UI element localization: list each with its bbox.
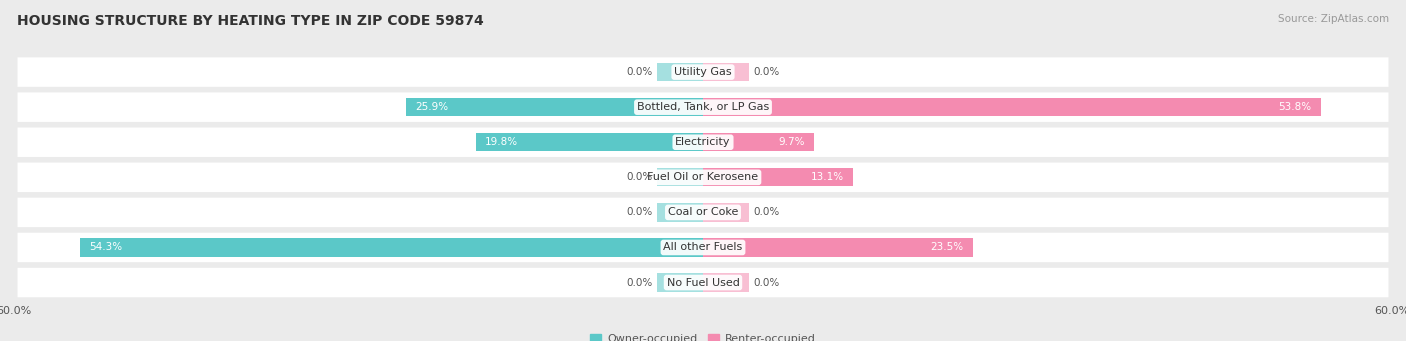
Bar <box>657 203 703 222</box>
FancyBboxPatch shape <box>17 198 1389 227</box>
Bar <box>703 203 749 222</box>
Bar <box>703 133 814 151</box>
Text: 0.0%: 0.0% <box>626 67 652 77</box>
Bar <box>657 168 703 187</box>
Bar <box>475 133 703 151</box>
Text: No Fuel Used: No Fuel Used <box>666 278 740 287</box>
Bar <box>703 63 749 81</box>
Text: 0.0%: 0.0% <box>754 207 780 218</box>
Bar <box>703 238 973 256</box>
Text: 25.9%: 25.9% <box>415 102 449 112</box>
Bar <box>703 273 749 292</box>
Text: Source: ZipAtlas.com: Source: ZipAtlas.com <box>1278 14 1389 24</box>
FancyBboxPatch shape <box>17 128 1389 157</box>
Text: 13.1%: 13.1% <box>811 172 844 182</box>
Text: 0.0%: 0.0% <box>754 67 780 77</box>
FancyBboxPatch shape <box>17 233 1389 262</box>
Text: 54.3%: 54.3% <box>89 242 122 252</box>
FancyBboxPatch shape <box>17 92 1389 122</box>
Text: 19.8%: 19.8% <box>485 137 517 147</box>
Text: 23.5%: 23.5% <box>931 242 963 252</box>
Text: Utility Gas: Utility Gas <box>675 67 731 77</box>
Text: 0.0%: 0.0% <box>626 278 652 287</box>
FancyBboxPatch shape <box>17 163 1389 192</box>
Text: 0.0%: 0.0% <box>626 172 652 182</box>
Bar <box>657 273 703 292</box>
Text: Bottled, Tank, or LP Gas: Bottled, Tank, or LP Gas <box>637 102 769 112</box>
Bar <box>80 238 703 256</box>
Text: 0.0%: 0.0% <box>626 207 652 218</box>
Text: HOUSING STRUCTURE BY HEATING TYPE IN ZIP CODE 59874: HOUSING STRUCTURE BY HEATING TYPE IN ZIP… <box>17 14 484 28</box>
Text: 0.0%: 0.0% <box>754 278 780 287</box>
Bar <box>657 63 703 81</box>
Text: Electricity: Electricity <box>675 137 731 147</box>
Legend: Owner-occupied, Renter-occupied: Owner-occupied, Renter-occupied <box>586 329 820 341</box>
Bar <box>405 98 703 116</box>
Bar <box>703 98 1320 116</box>
FancyBboxPatch shape <box>17 268 1389 297</box>
Text: 9.7%: 9.7% <box>779 137 806 147</box>
Text: All other Fuels: All other Fuels <box>664 242 742 252</box>
Text: Fuel Oil or Kerosene: Fuel Oil or Kerosene <box>647 172 759 182</box>
Bar <box>703 168 853 187</box>
Text: 53.8%: 53.8% <box>1278 102 1312 112</box>
FancyBboxPatch shape <box>17 57 1389 87</box>
Text: Coal or Coke: Coal or Coke <box>668 207 738 218</box>
